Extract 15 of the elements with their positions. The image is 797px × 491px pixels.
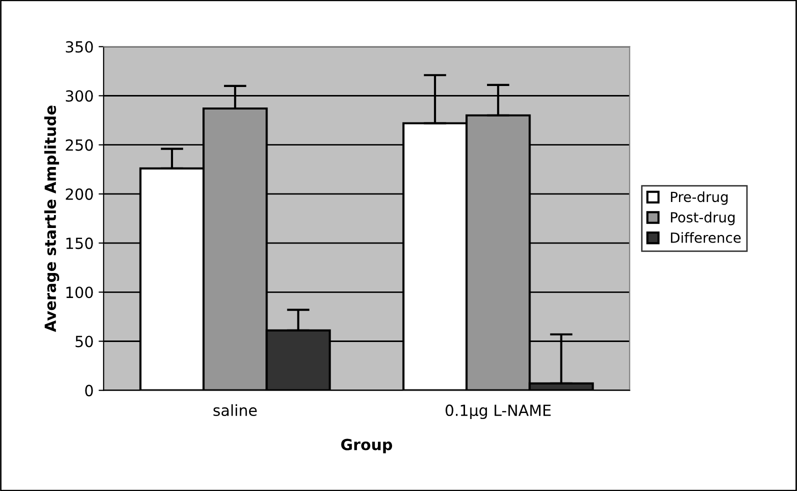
legend-label: Difference — [670, 232, 741, 243]
legend-label: Post-drug — [670, 212, 735, 226]
y-tick-label: 0 — [85, 384, 93, 396]
x-tick-label: saline — [213, 404, 257, 416]
y-axis-title: Average startle Amplitude — [44, 106, 60, 332]
y-tick-label: 200 — [66, 188, 93, 200]
y-tick-label: 300 — [66, 90, 93, 102]
y-tick-label: 150 — [66, 238, 93, 250]
y-tick-label: 100 — [66, 286, 93, 298]
x-tick-label: 0.1µg L-NAME — [446, 404, 551, 420]
x-axis-title: Group — [341, 438, 392, 454]
y-tick-label: 350 — [66, 41, 93, 53]
y-tick-label: 250 — [66, 139, 93, 151]
legend-label: Pre-drug — [670, 191, 728, 205]
y-tick-label: 50 — [76, 336, 93, 348]
